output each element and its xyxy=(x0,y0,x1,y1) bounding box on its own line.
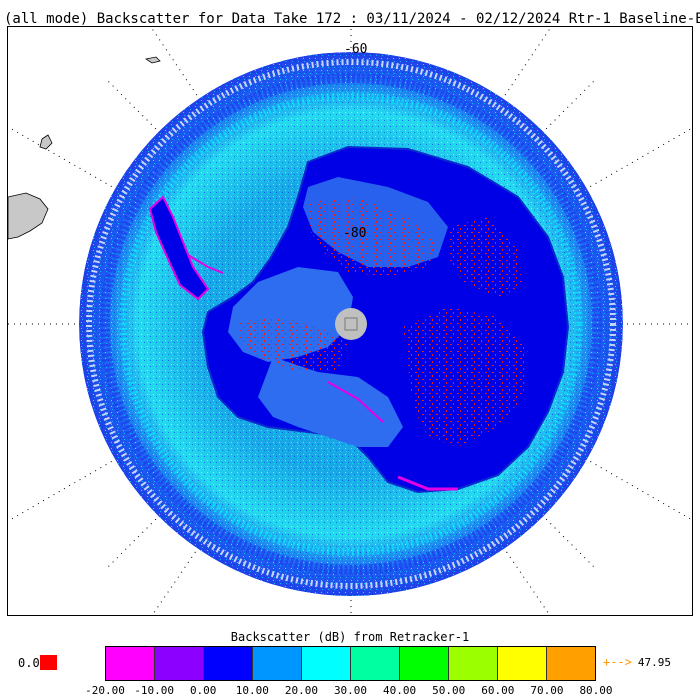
max-arrow-icon: +--> xyxy=(603,655,632,669)
plot-title: (all mode) Backscatter for Data Take 172… xyxy=(4,11,700,27)
colorbar-tick-label: 40.00 xyxy=(383,684,417,697)
lat-label-60: -60 xyxy=(344,42,367,57)
colorbar-segment xyxy=(253,647,302,680)
colorbar-tick-label: 30.00 xyxy=(333,684,368,697)
colorbar xyxy=(105,646,596,681)
colorbar-tick-label: 60.00 xyxy=(481,684,515,697)
nodata-swatch xyxy=(39,655,57,670)
pole-gap xyxy=(335,308,367,340)
colorbar-tick-label: 0.00 xyxy=(189,684,217,697)
colorbar-segment xyxy=(106,647,155,680)
colorbar-tick-label: -20.00 xyxy=(85,684,125,697)
colorbar-tick-label: 50.00 xyxy=(432,684,466,697)
polar-map[interactable]: -60 -80 xyxy=(7,26,693,616)
colorbar-segment xyxy=(400,647,449,680)
colorbar-tick-label: 70.00 xyxy=(530,684,564,697)
max-value-indicator: +--> 47.95 xyxy=(603,655,671,669)
colorbar-segment xyxy=(351,647,400,680)
map-svg: -60 -80 xyxy=(8,27,692,615)
colorbar-tick-label: 20.00 xyxy=(284,684,318,697)
colorbar-tick-label: 10.00 xyxy=(235,684,269,697)
colorbar-segment xyxy=(302,647,351,680)
max-value-label: 47.95 xyxy=(637,655,672,669)
colorbar-segment xyxy=(204,647,253,680)
colorbar-segment xyxy=(498,647,547,680)
colorbar-segment xyxy=(449,647,498,680)
nodata-legend: 0.0 xyxy=(18,655,57,670)
colorbar-tick-label: 80.00 xyxy=(579,684,613,697)
nodata-label: 0.0 xyxy=(18,655,40,670)
antarctica xyxy=(148,145,570,494)
colorbar-ticks: -20.00 -10.00 0.00 10.00 20.00 30.00 40.00 50.0… xyxy=(85,684,612,698)
lat-label-80: -80 xyxy=(343,226,366,241)
colorbar-tick-label: -10.00 xyxy=(134,684,174,697)
colorbar-segment xyxy=(155,647,204,680)
land-falklands xyxy=(39,134,53,150)
land-south-america xyxy=(8,192,49,240)
land-island-north xyxy=(144,56,161,64)
colorbar-segment xyxy=(547,647,595,680)
colorbar-title: Backscatter (dB) from Retracker-1 xyxy=(230,630,470,644)
